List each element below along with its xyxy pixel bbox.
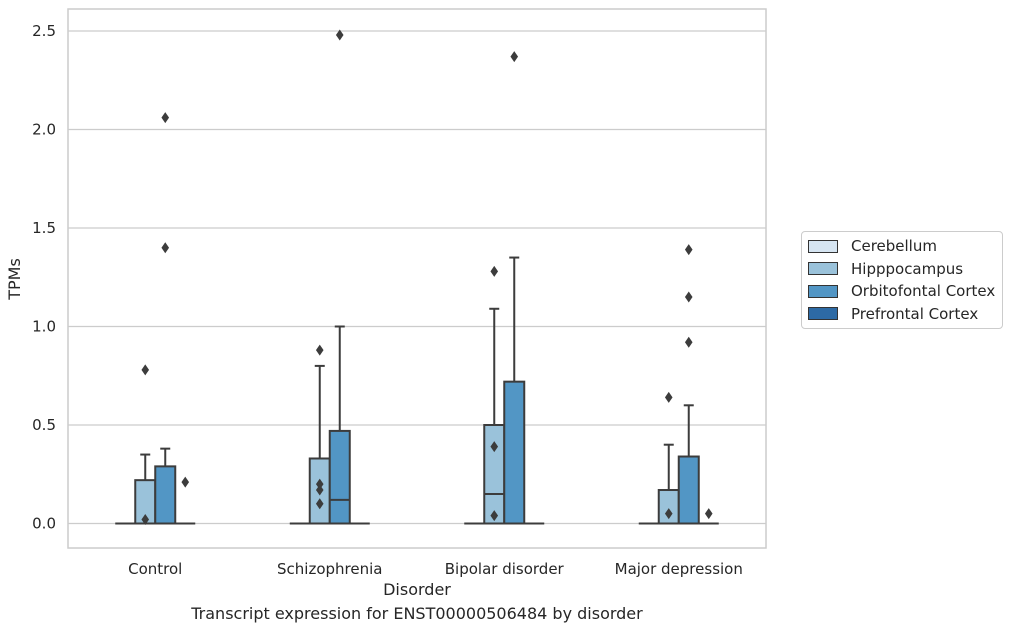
box-group xyxy=(698,508,719,525)
x-tick-label: Schizophrenia xyxy=(277,560,382,578)
outlier-point xyxy=(335,29,344,41)
box xyxy=(154,465,177,525)
y-tick-label: 1.0 xyxy=(32,318,56,336)
x-tick-label: Control xyxy=(128,560,182,578)
plot-area-frame xyxy=(67,8,767,549)
box-group xyxy=(503,51,526,525)
legend-label: Orbitofontal Cortex xyxy=(851,282,996,301)
chart-legend: Cerebellum Hipppocampus Orbitofontal Cor… xyxy=(801,231,1003,329)
box-group xyxy=(308,344,331,525)
outlier-point xyxy=(664,391,673,403)
y-tick-label: 2.5 xyxy=(32,22,56,40)
outlier-point xyxy=(510,51,519,63)
box xyxy=(677,455,700,525)
legend-label: Hipppocampus xyxy=(851,259,964,278)
outlier-point xyxy=(490,441,499,453)
box-group xyxy=(657,391,680,525)
legend-swatch-orbitofrontal-cortex xyxy=(808,284,838,298)
box-series xyxy=(115,29,719,526)
y-axis-title: TPMs xyxy=(5,258,24,301)
box xyxy=(328,429,351,525)
outlier-point xyxy=(161,242,170,254)
legend-label: Cerebellum xyxy=(851,237,937,256)
y-tick-label: 0.5 xyxy=(32,416,56,434)
legend-item-prefrontal-cortex: Prefrontal Cortex xyxy=(808,303,1002,326)
outlier-point xyxy=(315,478,324,490)
outlier-point xyxy=(141,514,150,526)
box-group xyxy=(328,29,351,525)
x-axis-title: Disorder xyxy=(383,580,451,599)
y-tick-label: 0.0 xyxy=(32,515,56,533)
outlier-point xyxy=(664,508,673,520)
y-tick-label: 2.0 xyxy=(32,121,56,139)
legend-label: Prefrontal Cortex xyxy=(851,304,979,323)
outlier-point xyxy=(704,508,713,520)
box-group xyxy=(154,112,177,525)
outlier-point xyxy=(181,476,190,488)
outlier-point xyxy=(141,364,150,376)
legend-swatch-cerebellum xyxy=(808,239,838,253)
x-tick-label: Major depression xyxy=(615,560,743,578)
outlier-point xyxy=(684,244,693,256)
outlier-point xyxy=(161,112,170,124)
outlier-point xyxy=(315,484,324,496)
y-axis-ticks: 0.0 0.5 1.0 1.5 2.0 2.5 xyxy=(32,22,56,533)
outlier-point xyxy=(315,344,324,356)
legend-item-orbitofrontal-cortex: Orbitofontal Cortex xyxy=(808,280,1002,303)
outlier-point xyxy=(490,265,499,277)
outlier-point xyxy=(684,291,693,303)
x-axis-ticks: Control Schizophrenia Bipolar disorder Majo… xyxy=(128,560,743,578)
legend-swatch-prefrontal-cortex xyxy=(808,307,838,321)
outlier-point xyxy=(684,336,693,348)
legend-item-cerebellum: Cerebellum xyxy=(808,235,1002,258)
box-group xyxy=(175,476,196,525)
box xyxy=(503,380,526,525)
box-group xyxy=(677,244,700,525)
chart-caption: Transcript expression for ENST0000050648… xyxy=(191,604,643,623)
box xyxy=(483,424,506,525)
outlier-point xyxy=(490,510,499,522)
outlier-point xyxy=(315,498,324,510)
y-tick-label: 1.5 xyxy=(32,219,56,237)
legend-swatch-hippocampus xyxy=(808,262,838,276)
box-group xyxy=(483,265,506,525)
x-tick-label: Bipolar disorder xyxy=(445,560,565,578)
legend-item-hippocampus: Hipppocampus xyxy=(808,258,1002,281)
gridlines xyxy=(68,30,766,525)
box-group xyxy=(134,364,157,526)
